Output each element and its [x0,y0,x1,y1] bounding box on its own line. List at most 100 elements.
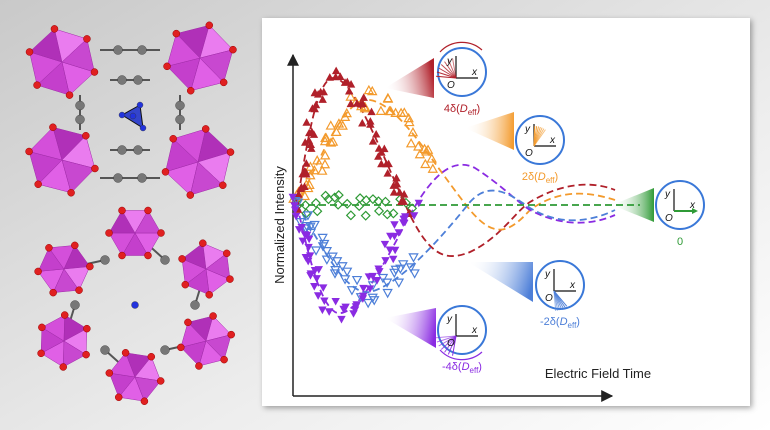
circle-origin: O [447,80,455,91]
marker [319,135,331,146]
octahedron-face [62,340,87,368]
atom [133,75,143,85]
marker [374,152,383,160]
state-label-suffix: ) [476,103,480,115]
vector [436,75,457,79]
marker [369,296,380,306]
marker [385,105,396,116]
marker [304,243,313,252]
marker [318,239,330,250]
state-label-sub: eff [546,176,556,185]
marker [300,167,309,175]
marker [392,173,401,182]
marker [327,136,339,146]
octahedron-face [52,268,80,293]
atom [100,255,110,265]
marker [365,285,375,293]
oxygen [49,288,57,297]
oxygen [91,164,99,173]
octahedron-face [61,159,96,194]
oxygen [37,349,45,358]
marker [331,257,343,267]
marker [302,159,311,167]
oxygen [50,25,59,33]
marker [304,235,314,244]
marker [339,305,348,314]
marker [325,73,334,81]
state-label-suffix: ) [554,171,558,183]
marker [346,80,356,88]
marker [318,306,327,315]
marker [337,120,348,130]
marker [310,197,321,209]
marker [329,192,340,203]
marker [404,116,415,127]
marker [375,268,384,276]
marker [312,275,321,283]
oxygen [172,29,181,38]
oxygen [121,349,130,357]
atom [70,300,80,310]
octahedron-face [205,334,232,361]
marker [308,104,317,112]
oxygen [226,148,235,156]
marker [329,269,341,279]
oxygen [205,21,214,30]
marker [333,190,344,201]
marker [336,72,345,80]
marker [409,269,420,279]
marker [346,99,355,108]
circle-x: x [471,67,478,78]
marker [342,198,353,209]
atom [175,100,185,111]
circle-y: y [446,56,453,67]
dashed-curve [296,163,616,314]
atom [139,124,147,132]
state-label-sub: eff [468,108,478,117]
marker [299,190,311,201]
marker [405,138,417,148]
octahedron-face [134,209,162,234]
dashed-curve [296,99,616,231]
oxygen [223,249,231,258]
marker [309,164,320,175]
marker [290,206,300,215]
oxygen [67,189,75,197]
marker [297,223,306,232]
oxygen [220,355,228,364]
state-label-suffix: ) [478,361,482,373]
oxygen [25,147,33,156]
marker [333,199,344,210]
state-label-prefix: 4δ( [444,103,460,115]
oxygen [144,206,152,215]
marker [358,99,368,108]
oxygen [157,229,165,237]
oxygen [195,362,203,370]
oxygen [75,286,83,294]
cone [465,112,514,150]
state-label-var: D [560,316,568,328]
state-label: 4δ(Deff) [444,103,480,117]
marker [397,260,409,270]
marker [413,141,424,151]
marker [389,181,398,189]
state-label-prefix: 0 [677,236,683,248]
atom [113,45,123,55]
y-axis-label: Normalized Intensity [272,166,287,284]
cone [468,262,533,302]
marker [400,213,410,221]
state-label-suffix: ) [576,316,580,328]
oxygen [161,168,170,176]
circle-origin: O [525,148,533,159]
marker [294,190,303,198]
marker [291,212,301,221]
state-label-prefix: 2δ( [522,171,538,183]
marker [346,286,358,296]
marker [373,196,384,207]
oxygen [82,350,90,359]
vector [452,58,457,79]
octahedron-face [205,252,231,280]
atom [137,173,147,183]
marker [306,270,316,278]
